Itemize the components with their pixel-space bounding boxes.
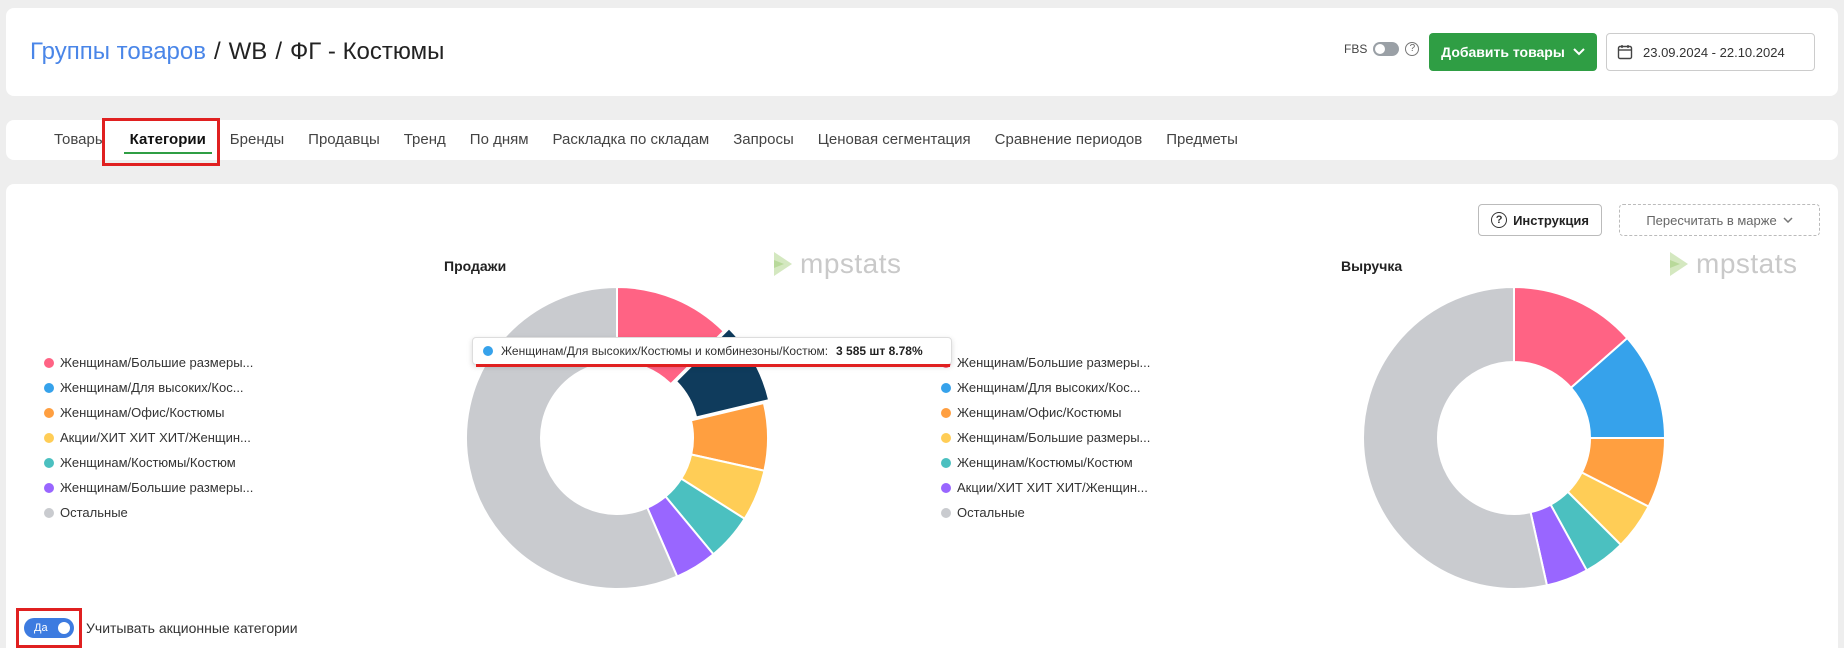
- legend-item[interactable]: Женщинам/Костюмы/Костюм: [44, 454, 253, 471]
- breadcrumb-link-groups[interactable]: Группы товаров: [30, 38, 206, 65]
- sales-chart-title: Продажи: [444, 258, 507, 274]
- legend-item[interactable]: Женщинам/Офис/Костюмы: [44, 404, 253, 421]
- tab-item[interactable]: Предметы: [1166, 131, 1238, 148]
- tabs-bar: Товары Категории Бренды Продавцы Тренд По дня…: [6, 120, 1838, 160]
- instruction-button[interactable]: ? Инструкция: [1478, 204, 1602, 236]
- mpstats-logo: mpstats: [1668, 248, 1798, 280]
- breadcrumb-marketplace: WB: [228, 38, 268, 65]
- legend-label: Женщинам/Большие размеры...: [957, 355, 1151, 370]
- legend-item[interactable]: Женщинам/Большие размеры...: [44, 354, 253, 371]
- legend-label: Женщинам/Офис/Костюмы: [60, 405, 225, 420]
- legend-color-dot: [44, 407, 54, 418]
- legend-color-dot: [44, 432, 54, 443]
- legend-item[interactable]: Женщинам/Для высоких/Кос...: [44, 379, 253, 396]
- legend-item[interactable]: Женщинам/Большие размеры...: [941, 429, 1150, 446]
- main-panel: [6, 184, 1838, 648]
- legend-color-dot: [44, 482, 54, 493]
- legend-label: Акции/ХИТ ХИТ ХИТ/Женщин...: [60, 430, 251, 445]
- tooltip-color-dot: [483, 346, 493, 356]
- legend-label: Женщинам/Большие размеры...: [60, 480, 254, 495]
- recalc-margin-dropdown[interactable]: Пересчитать в марже: [1619, 204, 1820, 236]
- legend-color-dot: [941, 382, 951, 393]
- tab-item[interactable]: Товары: [54, 131, 106, 148]
- tab-item[interactable]: Категории: [118, 120, 218, 160]
- tooltip-value: 3 585 шт 8.78%: [836, 344, 923, 358]
- date-range-value: 23.09.2024 - 22.10.2024: [1643, 44, 1785, 60]
- calendar-icon: [1617, 45, 1633, 60]
- legend-color-dot: [941, 407, 951, 418]
- question-icon: ?: [1491, 212, 1508, 228]
- instruction-label: Инструкция: [1513, 212, 1589, 228]
- tabs: Товары Категории Бренды Продавцы Тренд По дня…: [42, 120, 1250, 160]
- fbs-switch-group: FBS ?: [1344, 42, 1420, 56]
- legend-color-dot: [941, 507, 951, 518]
- tab-item[interactable]: Продавцы: [308, 131, 380, 148]
- recalc-margin-label: Пересчитать в марже: [1646, 212, 1777, 228]
- annotation-tooltip-underline: [476, 364, 950, 367]
- promo-categories-label: Учитывать акционные категории: [86, 620, 298, 636]
- legend-item[interactable]: Женщинам/Большие размеры...: [941, 354, 1150, 371]
- promo-categories-toggle[interactable]: Да: [24, 618, 74, 638]
- legend-color-dot: [941, 432, 951, 443]
- legend-label: Женщинам/Большие размеры...: [60, 355, 254, 370]
- mpstats-logo: mpstats: [772, 248, 902, 280]
- date-range-picker[interactable]: 23.09.2024 - 22.10.2024: [1606, 33, 1815, 71]
- mpstats-logo-text: mpstats: [800, 248, 902, 279]
- legend-label: Женщинам/Офис/Костюмы: [957, 405, 1122, 420]
- legend-item[interactable]: Женщинам/Офис/Костюмы: [941, 404, 1150, 421]
- legend-color-dot: [941, 457, 951, 468]
- fbs-help-icon[interactable]: ?: [1405, 42, 1420, 56]
- tab-item[interactable]: Сравнение периодов: [994, 131, 1143, 148]
- page-title: ФГ - Костюмы: [290, 38, 445, 65]
- promo-categories-toggle-row: Да Учитывать акционные категории: [24, 618, 298, 638]
- tab-item[interactable]: По дням: [469, 131, 529, 148]
- legend-item[interactable]: Остальные: [44, 504, 253, 521]
- fbs-label: FBS: [1344, 42, 1368, 56]
- legend-label: Женщинам/Костюмы/Костюм: [60, 455, 236, 470]
- chevron-down-icon: [1573, 48, 1585, 56]
- tooltip-category: Женщинам/Для высоких/Костюмы и комбинезо…: [501, 344, 829, 358]
- legend-item[interactable]: Женщинам/Костюмы/Костюм: [941, 454, 1150, 471]
- tab-item[interactable]: Запросы: [733, 131, 794, 148]
- tab-item[interactable]: Ценовая сегментация: [817, 131, 971, 148]
- breadcrumb: Группы товаров / WB / ФГ - Костюмы: [30, 38, 444, 66]
- legend-color-dot: [941, 482, 951, 493]
- chart-tooltip: Женщинам/Для высоких/Костюмы и комбинезо…: [472, 337, 952, 365]
- sales-legend: Женщинам/Большие размеры... Женщинам/Для …: [44, 354, 253, 521]
- legend-label: Женщинам/Костюмы/Костюм: [957, 455, 1133, 470]
- add-products-label: Добавить товары: [1441, 44, 1565, 60]
- legend-label: Остальные: [957, 505, 1025, 520]
- revenue-chart-title: Выручка: [1341, 258, 1403, 274]
- annotation-tab-highlight: [102, 118, 220, 166]
- legend-label: Женщинам/Для высоких/Кос...: [60, 380, 244, 395]
- legend-label: Женщинам/Большие размеры...: [957, 430, 1151, 445]
- breadcrumb-separator: /: [275, 38, 282, 65]
- add-products-button[interactable]: Добавить товары: [1429, 33, 1597, 71]
- legend-label: Остальные: [60, 505, 128, 520]
- mpstats-logo-icon: [774, 252, 792, 276]
- fbs-toggle[interactable]: [1373, 42, 1400, 56]
- legend-item[interactable]: Акции/ХИТ ХИТ ХИТ/Женщин...: [44, 429, 253, 446]
- tab-item[interactable]: Бренды: [229, 131, 285, 148]
- legend-color-dot: [44, 507, 54, 518]
- annotation-toggle-highlight: [16, 608, 82, 648]
- chevron-down-icon: [1783, 217, 1793, 223]
- legend-item[interactable]: Остальные: [941, 504, 1150, 521]
- legend-label: Акции/ХИТ ХИТ ХИТ/Женщин...: [957, 480, 1148, 495]
- legend-label: Женщинам/Для высоких/Кос...: [957, 380, 1141, 395]
- legend-item[interactable]: Женщинам/Для высоких/Кос...: [941, 379, 1150, 396]
- legend-color-dot: [44, 382, 54, 393]
- tab-item[interactable]: Тренд: [403, 131, 446, 148]
- legend-color-dot: [44, 357, 54, 368]
- revenue-legend: Женщинам/Большие размеры... Женщинам/Для …: [941, 354, 1150, 521]
- breadcrumb-separator: /: [213, 38, 221, 65]
- legend-item[interactable]: Женщинам/Большие размеры...: [44, 479, 253, 496]
- legend-color-dot: [44, 457, 54, 468]
- tab-item[interactable]: Раскладка по складам: [552, 131, 710, 148]
- legend-item[interactable]: Акции/ХИТ ХИТ ХИТ/Женщин...: [941, 479, 1150, 496]
- mpstats-logo-icon: [1670, 252, 1688, 276]
- mpstats-logo-text: mpstats: [1696, 248, 1798, 279]
